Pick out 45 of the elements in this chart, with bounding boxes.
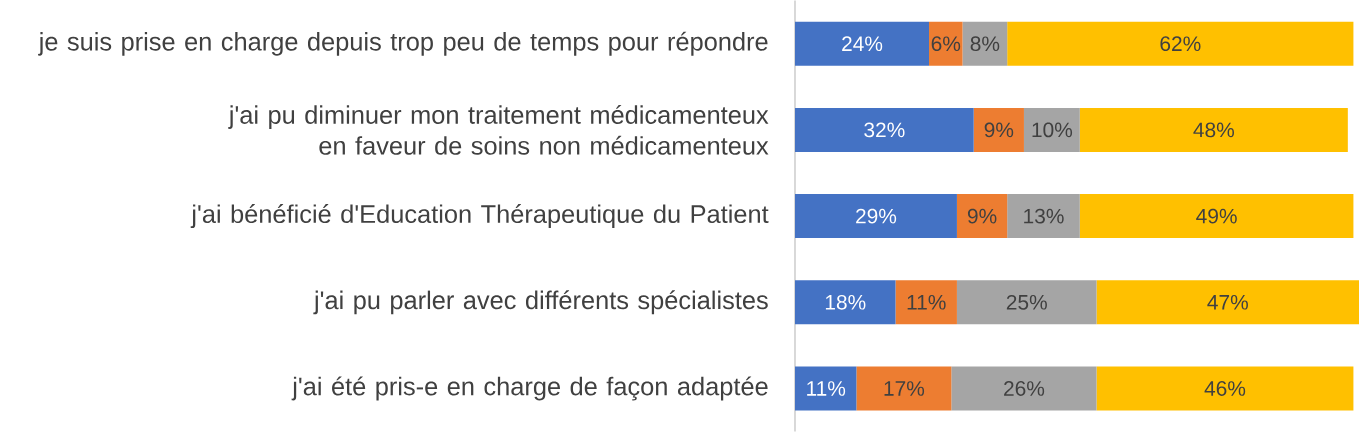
data-label: 18% <box>825 294 866 310</box>
data-label: 26% <box>1004 380 1045 396</box>
bar <box>962 21 1008 66</box>
bar <box>973 107 1024 152</box>
data-label: 8% <box>970 36 1000 51</box>
data-label: 11% <box>807 381 846 396</box>
bar <box>1079 107 1348 152</box>
bar <box>795 280 896 325</box>
data-label: 10% <box>1032 122 1073 138</box>
y-tick-label: j'ai pu parler avec différents spécialistes <box>313 290 768 315</box>
bar <box>1007 194 1080 238</box>
bar <box>795 194 957 238</box>
bar <box>795 21 930 66</box>
data-label: 13% <box>1024 208 1064 224</box>
data-label: 11% <box>907 294 946 310</box>
data-label: 48% <box>1193 122 1235 138</box>
data-label: 6% <box>931 36 961 51</box>
y-tick-label: j'ai pu diminuer mon traitement médicamenteux en faveur de soins non médicamenteux <box>228 104 769 155</box>
data-label: 9% <box>984 122 1014 138</box>
data-label: 46% <box>1204 380 1246 396</box>
y-tick-label: je suis prise en charge depuis trop peu de temps pour répondre <box>38 31 768 56</box>
bar <box>895 280 957 325</box>
data-label: 29% <box>856 208 897 224</box>
bar <box>956 194 1008 238</box>
bar <box>1079 194 1354 238</box>
bar <box>856 366 952 411</box>
data-label: 62% <box>1160 36 1201 51</box>
bar <box>795 107 974 152</box>
data-label: 47% <box>1207 294 1248 310</box>
bar <box>951 366 1097 411</box>
data-label: 32% <box>864 122 905 138</box>
data-label: 9% <box>967 208 997 224</box>
data-label: 24% <box>842 36 883 51</box>
bar <box>1096 366 1354 411</box>
y-tick-label: j'ai été pris-e en charge de façon adaptée <box>291 376 768 401</box>
data-label: 25% <box>1006 294 1047 310</box>
bar <box>795 366 857 411</box>
bar <box>1007 21 1354 66</box>
bar <box>1023 107 1080 152</box>
bar <box>929 21 963 66</box>
y-tick-label: j'ai bénéficié d'Education Thérapeutique du Patient <box>190 204 769 228</box>
bar <box>1096 280 1359 325</box>
bar <box>956 280 1097 325</box>
data-label: 49% <box>1196 208 1237 224</box>
data-label: 17% <box>884 381 925 396</box>
